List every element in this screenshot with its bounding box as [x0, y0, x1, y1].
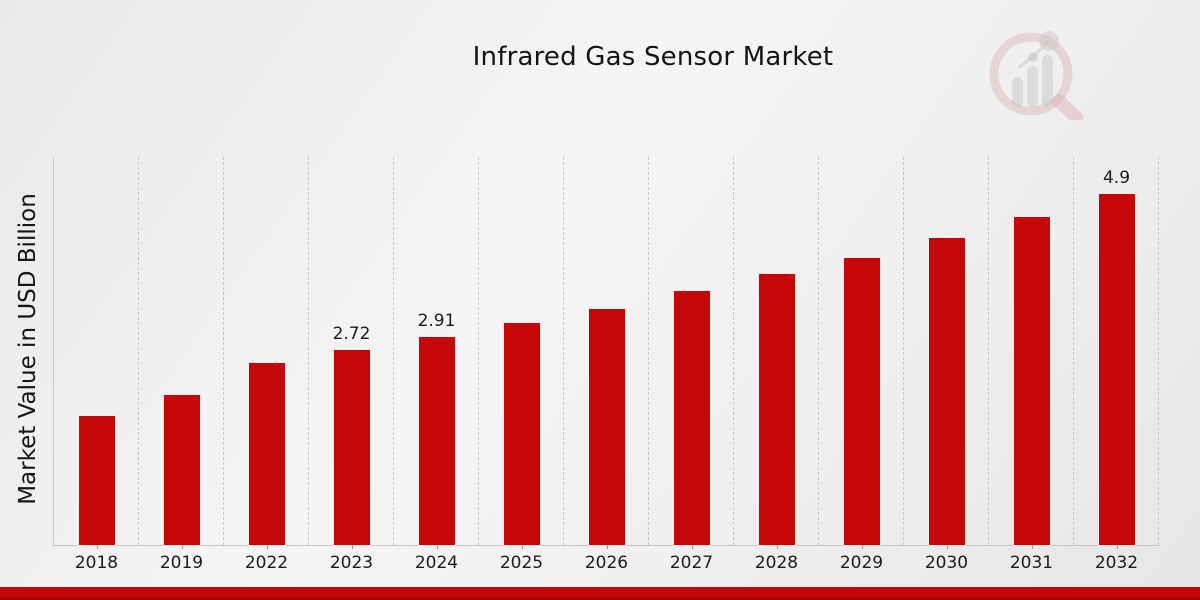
chart-title: Infrared Gas Sensor Market: [472, 42, 834, 72]
x-tick-label: 2027: [669, 553, 714, 573]
bar-2032: [1098, 194, 1135, 545]
plot-area: 2018 2019 2022 2023 2.72 2024 2.91 2025 2026 2027…: [53, 157, 1159, 573]
gridline: [988, 157, 989, 545]
x-axis-tick: [521, 545, 523, 549]
x-axis-tick: [351, 545, 353, 549]
bar-2031: [1013, 217, 1050, 545]
x-axis-tick: [181, 545, 183, 549]
x-axis-tick: [1116, 545, 1118, 549]
gridline: [478, 157, 479, 545]
magnifier-icon: [989, 32, 1084, 120]
bar-2022: [248, 363, 285, 545]
bar-value-label: 2.72: [332, 324, 371, 344]
bar-2030: [928, 238, 965, 545]
y-axis-label: Market Value in USD Billion: [15, 193, 41, 505]
x-tick-label: 2024: [414, 553, 459, 573]
x-axis-tick: [691, 545, 693, 549]
x-axis-tick: [776, 545, 778, 549]
x-tick-label: 2023: [329, 553, 374, 573]
bar-2028: [758, 274, 795, 545]
bar-2023: [333, 350, 370, 545]
bottom-accent-strip: [0, 587, 1200, 600]
gridline: [223, 157, 224, 545]
gridline: [1158, 157, 1159, 545]
x-tick-label: 2029: [839, 553, 884, 573]
x-tick-label: 2025: [499, 553, 544, 573]
x-tick-label: 2026: [584, 553, 629, 573]
gridline: [138, 157, 139, 545]
gridline: [903, 157, 904, 545]
x-tick-label: 2018: [74, 553, 119, 573]
bar-2025: [503, 323, 540, 545]
x-tick-label: 2022: [244, 553, 289, 573]
gridline: [1073, 157, 1074, 545]
gridline: [648, 157, 649, 545]
bar-value-label: 4.9: [1102, 168, 1131, 188]
x-tick-label: 2028: [754, 553, 799, 573]
bar-chart-glyph-icon: [1012, 31, 1059, 107]
watermark-logo: [989, 31, 1084, 120]
gridline: [393, 157, 394, 545]
x-axis-tick: [946, 545, 948, 549]
x-axis-tick: [436, 545, 438, 549]
x-tick-label: 2019: [159, 553, 204, 573]
bar-2026: [588, 309, 625, 545]
bar-2018: [78, 416, 115, 545]
gridline: [308, 157, 309, 545]
bar-2019: [163, 395, 200, 545]
x-axis-tick: [96, 545, 98, 549]
x-tick-label: 2032: [1094, 553, 1139, 573]
x-tick-label: 2030: [924, 553, 969, 573]
bar-2027: [673, 291, 710, 545]
x-axis-tick: [1031, 545, 1033, 549]
gridline: [818, 157, 819, 545]
bar-value-label: 2.91: [417, 311, 456, 331]
x-tick-label: 2031: [1009, 553, 1054, 573]
bar-2029: [843, 258, 880, 545]
x-axis-tick: [861, 545, 863, 549]
x-axis-tick: [266, 545, 268, 549]
x-axis-tick: [606, 545, 608, 549]
bar-2024: [418, 337, 455, 545]
gridline: [733, 157, 734, 545]
gridline: [563, 157, 564, 545]
